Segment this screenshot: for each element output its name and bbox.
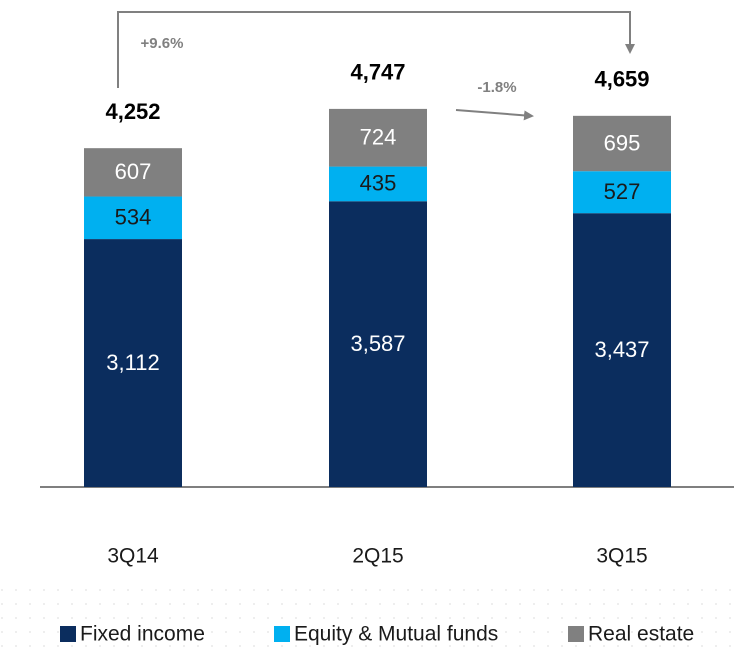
bar-segment <box>573 171 671 214</box>
background-dots <box>0 580 734 648</box>
legend-swatch <box>568 626 584 642</box>
growth-bracket <box>117 11 635 88</box>
bar-segment <box>573 115 671 172</box>
annotation: -1.8% <box>477 79 516 96</box>
data-label: 527 <box>604 179 641 204</box>
legend-swatch <box>60 626 76 642</box>
total-label: 4,252 <box>105 99 160 124</box>
legend-label: Real estate <box>588 623 694 646</box>
annotation: +9.6% <box>141 35 184 52</box>
data-label: 724 <box>360 125 397 150</box>
legend-label: Equity & Mutual funds <box>294 623 498 646</box>
data-label: 607 <box>115 159 152 184</box>
total-label: 4,659 <box>594 67 649 92</box>
bar-segment <box>84 148 182 197</box>
x-tick-label: 3Q15 <box>596 545 647 568</box>
data-label: 435 <box>360 171 397 196</box>
total-label: 4,747 <box>350 60 405 85</box>
bar-segment <box>84 196 182 240</box>
x-tick-label: 3Q14 <box>107 545 159 568</box>
data-label: 3,112 <box>106 350 159 375</box>
data-label: 695 <box>604 130 641 155</box>
legend-swatch <box>274 626 290 642</box>
bar-segment <box>329 108 427 167</box>
bar-segment <box>329 201 427 488</box>
data-label: 534 <box>115 205 152 230</box>
data-label: 3,437 <box>594 337 649 362</box>
data-label: 3,587 <box>350 331 405 356</box>
bar-segment <box>573 213 671 487</box>
legend-label: Fixed income <box>80 623 205 646</box>
bar-segment <box>84 239 182 487</box>
change-arrow <box>455 109 534 121</box>
bar-segment <box>329 166 427 202</box>
x-tick-label: 2Q15 <box>352 545 403 568</box>
